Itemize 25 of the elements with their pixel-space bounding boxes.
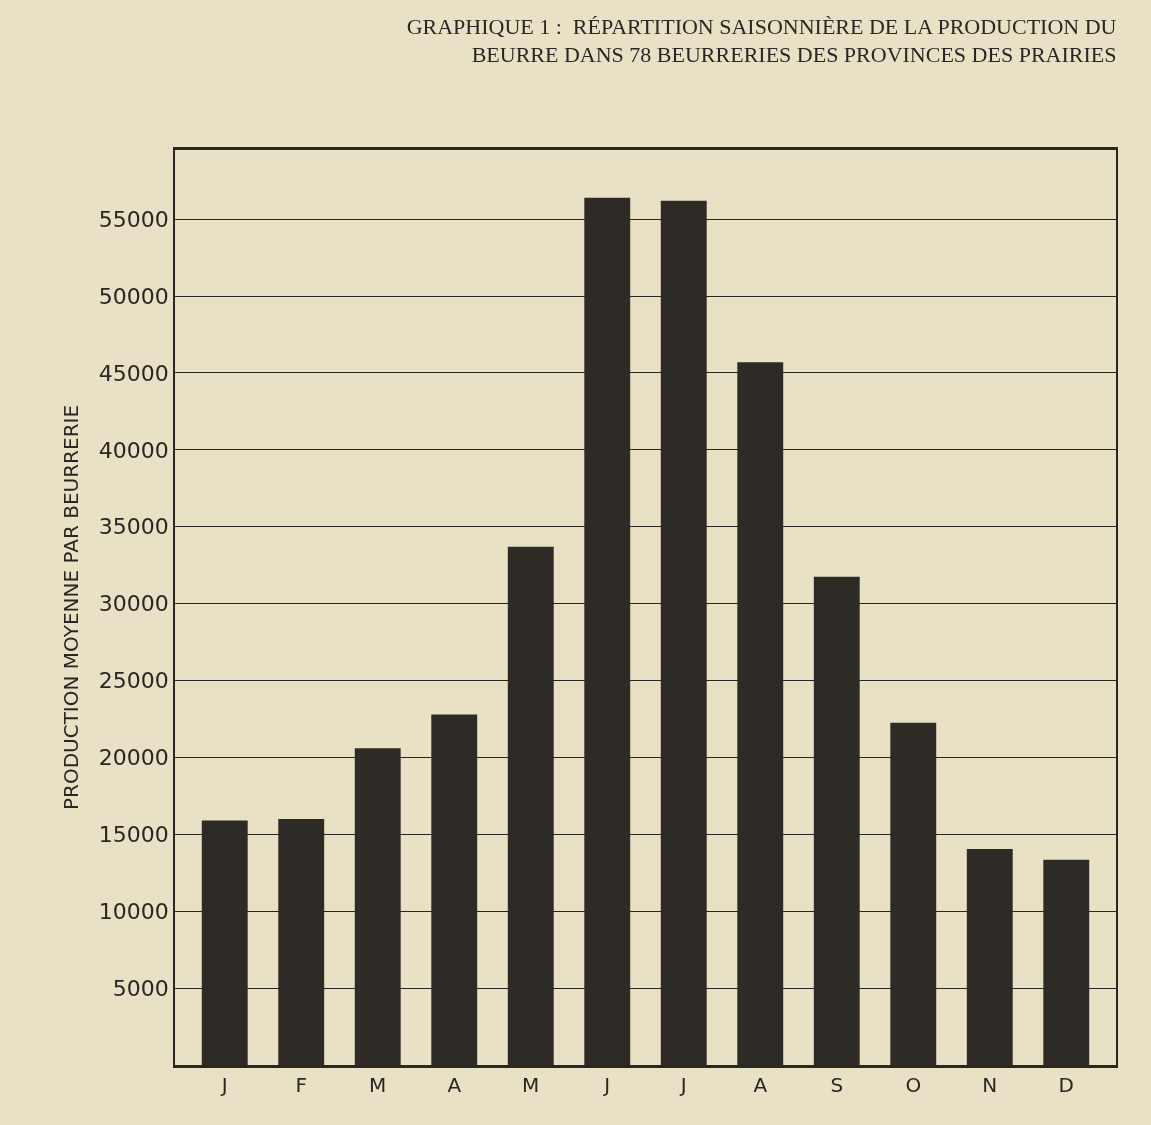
y-tick-label: 55000: [98, 206, 169, 232]
x-tick-label: A: [753, 1073, 768, 1097]
x-tick-label: N: [982, 1073, 998, 1097]
x-tick-label: J: [219, 1073, 228, 1097]
x-tick-label: S: [830, 1073, 844, 1097]
x-tick-label: D: [1058, 1073, 1074, 1097]
x-tick-label: M: [522, 1073, 540, 1097]
x-tick-label: F: [295, 1073, 307, 1097]
x-tick-label: A: [447, 1073, 462, 1097]
x-tick-label: M: [369, 1073, 387, 1097]
y-tick-label: 45000: [98, 360, 169, 386]
y-tick-label: 35000: [98, 514, 169, 540]
y-tick-label: 10000: [98, 898, 169, 924]
chart-title: GRAPHIQUE 1 : RÉPARTITION SAISONNIÈRE DE LA PRODUCTION DU BEURRE DANS 78 BEURRERIES DES PROVINCES DES PRAIRIES: [406, 13, 1117, 68]
x-tick-label: O: [905, 1073, 922, 1097]
y-tick-label: 5000: [112, 975, 169, 1001]
y-tick-label: 15000: [98, 822, 169, 848]
y-tick-label: 30000: [98, 591, 169, 617]
y-tick-label: 50000: [98, 283, 169, 309]
x-tick-label: J: [678, 1073, 687, 1097]
y-tick-label: 40000: [98, 437, 169, 463]
y-tick-label: 25000: [98, 668, 169, 694]
y-axis-title: PRODUCTION MOYENNE PAR BEURRERIE: [58, 404, 83, 811]
x-tick-label: J: [602, 1073, 611, 1097]
y-tick-label: 20000: [98, 745, 169, 771]
